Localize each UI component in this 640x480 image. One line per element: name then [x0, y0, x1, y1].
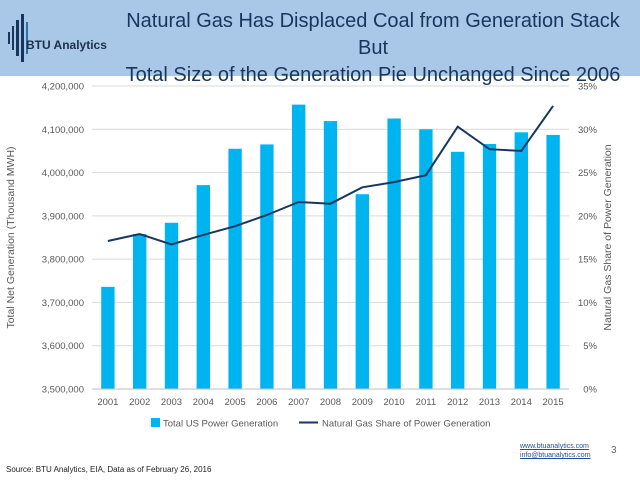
x-tick-label: 2014: [511, 397, 532, 408]
y-right-tick-label: 0%: [583, 385, 597, 396]
y-right-tick-label: 35%: [578, 82, 598, 93]
bar: [228, 148, 242, 389]
bar: [292, 104, 306, 389]
page-title: Natural Gas Has Displaced Coal from Gene…: [112, 8, 634, 89]
y-tick-label: 3,600,000: [42, 341, 84, 352]
y-right-axis-title: Natural Gas Share of Power Generation: [602, 144, 614, 330]
y-right-tick-label: 15%: [578, 255, 598, 266]
x-tick-label: 2010: [384, 397, 405, 408]
y-axis-title: Total Net Generation (Thousand MWH): [5, 146, 17, 328]
y-right-tick-label: 30%: [578, 125, 598, 136]
x-tick-label: 2013: [479, 397, 500, 408]
y-tick-label: 3,900,000: [42, 211, 84, 222]
x-tick-label: 2006: [256, 397, 277, 408]
logo-text: BTU Analytics: [26, 38, 107, 52]
x-tick-label: 2008: [320, 397, 341, 408]
x-tick-label: 2011: [416, 397, 436, 408]
bar: [133, 234, 147, 389]
bar: [196, 185, 210, 389]
y-right-tick-label: 5%: [583, 341, 597, 352]
y-tick-label: 4,000,000: [42, 168, 84, 179]
y-tick-label: 3,700,000: [42, 298, 84, 309]
x-tick-label: 2002: [129, 397, 150, 408]
x-tick-label: 2009: [352, 397, 373, 408]
x-tick-label: 2003: [161, 397, 182, 408]
series-line: [107, 105, 554, 246]
header-banner: BTU Analytics Natural Gas Has Displaced …: [0, 0, 640, 86]
x-tick-label: 2005: [225, 397, 246, 408]
x-tick-label: 2004: [193, 397, 214, 408]
bar: [451, 151, 465, 389]
y-tick-label: 3,800,000: [42, 255, 84, 266]
logo-bars-icon: [8, 14, 28, 62]
y-right-tick-label: 20%: [578, 211, 598, 222]
contact-links: www.btuanalytics.com info@btuanalytics.c…: [520, 442, 591, 460]
bar: [164, 222, 179, 389]
source-note: Source: BTU Analytics, EIA, Data as of F…: [6, 465, 212, 474]
legend-label-bar: Total US Power Generation: [163, 419, 278, 430]
x-tick-label: 2012: [447, 397, 468, 408]
bar: [260, 144, 274, 389]
y-right-tick-label: 25%: [578, 168, 598, 179]
email-link[interactable]: info@btuanalytics.com: [520, 452, 591, 459]
website-link[interactable]: www.btuanalytics.com: [520, 443, 589, 450]
bar: [387, 118, 401, 389]
y-tick-label: 4,200,000: [42, 82, 84, 93]
bar: [546, 134, 560, 389]
y-tick-label: 3,500,000: [42, 385, 84, 396]
bar: [514, 132, 528, 389]
btu-logo: [8, 14, 28, 62]
x-tick-label: 2001: [97, 397, 118, 408]
x-tick-label: 2007: [288, 397, 309, 408]
title-line-2: Total Size of the Generation Pie Unchang…: [125, 64, 621, 86]
bar: [355, 194, 369, 389]
bar: [323, 121, 338, 389]
x-tick-label: 2015: [543, 397, 564, 408]
legend-label-line: Natural Gas Share of Power Generation: [322, 419, 490, 430]
combo-chart: 3,500,000 3,600,000 3,700,000 3,800,000 3,90…: [5, 82, 614, 430]
legend-swatch-bar: [151, 418, 160, 427]
bar: [419, 129, 433, 389]
bar: [101, 286, 115, 389]
y-tick-label: 4,100,000: [42, 125, 84, 136]
page-number: 3: [611, 445, 617, 456]
y-right-tick-label: 10%: [578, 298, 598, 309]
bar: [482, 144, 497, 389]
title-line-1: Natural Gas Has Displaced Coal from Gene…: [126, 10, 620, 59]
